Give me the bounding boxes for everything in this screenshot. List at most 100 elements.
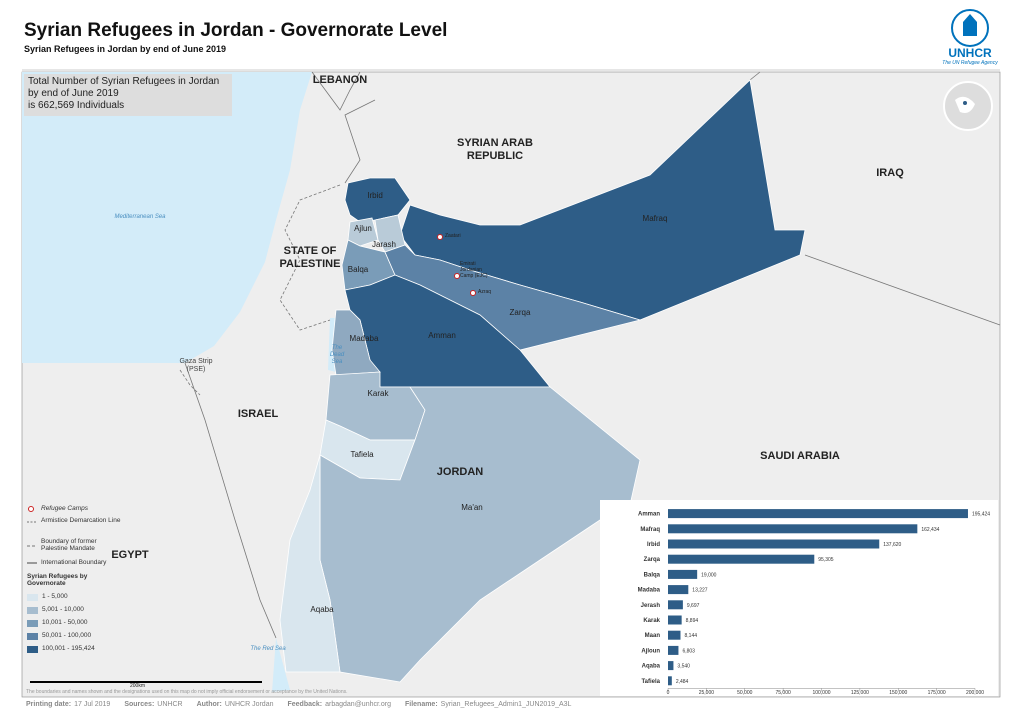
- category-label: Amman: [638, 512, 660, 518]
- armistice-lines: [179, 184, 341, 396]
- country-label: LEBANON: [312, 74, 368, 86]
- bar: [668, 630, 681, 640]
- boundary: [804, 254, 1001, 326]
- legend-item: Refugee Camps: [41, 505, 88, 512]
- legend-symbols: [27, 521, 38, 653]
- legend-class: 1 - 5,000: [42, 593, 68, 600]
- legend-class: 5,001 - 10,000: [42, 606, 84, 613]
- governorate-label: Jarash: [371, 240, 396, 249]
- governorate-label: Mafraq: [642, 214, 668, 223]
- title: Syrian Refugees in Jordan - Governorate …: [24, 20, 448, 41]
- sea: [22, 72, 312, 363]
- country-label: EGYPT: [111, 549, 149, 561]
- category-label: Jerash: [641, 603, 661, 609]
- bar: [668, 676, 672, 686]
- bar: [668, 524, 918, 534]
- category-label: Maan: [645, 633, 661, 639]
- globe-marker: [963, 101, 967, 105]
- legend-item: International Boundary: [41, 559, 107, 566]
- governorate-label: Ajlun: [354, 224, 372, 233]
- info-box: [24, 74, 232, 116]
- armistice-line: [179, 369, 201, 396]
- water-label: The Dead Sea: [329, 345, 345, 365]
- x-tick-label: 150,000: [889, 690, 907, 696]
- value-label: 9,697: [687, 603, 700, 609]
- governorate-label: Balqa: [347, 265, 369, 274]
- country-label: SAUDI ARABIA: [760, 450, 840, 462]
- governorate-label: Madaba: [349, 334, 379, 343]
- logo-name: UNHCR: [948, 46, 992, 60]
- value-label: 6,803: [682, 648, 695, 654]
- footer-value: Syrian_Refugees_Admin1_JUN2019_A3L: [440, 701, 572, 708]
- boundary: [184, 362, 277, 639]
- camp-label: Emirati Jordanian Camp (EJC): [460, 261, 488, 279]
- info-line: Total Number of Syrian Refugees in Jorda…: [28, 76, 220, 87]
- value-label: 195,424: [972, 512, 990, 518]
- governorates: [279, 79, 806, 683]
- camp-icon: [454, 273, 460, 279]
- boundary: [311, 71, 361, 111]
- bar: [668, 615, 682, 625]
- value-label: 162,434: [921, 527, 939, 533]
- x-tick-label: 125,000: [851, 690, 869, 696]
- footer-label: Filename:: [404, 701, 438, 708]
- footer-label: Sources:: [124, 701, 155, 708]
- legend-item: Armistice Demarcation Line: [41, 517, 121, 524]
- bar: [668, 585, 689, 595]
- disclaimer: The boundaries and names shown and the d…: [26, 689, 348, 695]
- camp-icon: [437, 234, 443, 240]
- logo-ring: [951, 9, 989, 47]
- x-tick-label: 0: [667, 690, 670, 696]
- governorate-shape: [279, 454, 341, 673]
- camp-label: Azraq: [478, 289, 492, 295]
- logo-tagline: The UN Refugee Agency: [942, 60, 998, 66]
- boundary: [749, 71, 761, 81]
- footer-label: Feedback:: [287, 701, 323, 708]
- legend-swatch: [27, 620, 38, 627]
- value-label: 8,144: [685, 633, 698, 639]
- governorate-shape: [331, 309, 381, 376]
- value-label: 8,894: [686, 618, 699, 624]
- territory-label: Gaza Strip (PSE): [179, 358, 213, 374]
- category-label: Balqa: [644, 572, 661, 578]
- x-tick-label: 100,000: [812, 690, 830, 696]
- x-tick-label: 75,000: [775, 690, 791, 696]
- bar: [668, 509, 968, 519]
- governorate-label: Zarqa: [509, 308, 531, 317]
- value-label: 2,484: [676, 679, 689, 685]
- info-line: by end of June 2019: [28, 88, 119, 99]
- bar: [668, 645, 679, 655]
- category-label: Madaba: [638, 588, 661, 594]
- country-label: JORDAN: [436, 466, 484, 478]
- legend-title: Syrian Refugees by Governorate: [27, 573, 88, 587]
- camp-icon: [470, 290, 476, 296]
- category-label: Mafraq: [640, 527, 660, 533]
- footer-value: 17 Jul 2019: [74, 701, 111, 708]
- legend-swatch: [27, 633, 38, 640]
- category-label: Tafiela: [641, 679, 660, 685]
- footer-value: UNHCR Jordan: [224, 701, 274, 708]
- governorate-label: Amman: [428, 331, 456, 340]
- value-label: 137,620: [883, 542, 901, 548]
- governorate-label: Irbid: [367, 191, 383, 200]
- bar: [668, 600, 683, 610]
- governorate-label: Karak: [367, 389, 389, 398]
- value-label: 19,000: [701, 572, 717, 578]
- info-line: is 662,569 Individuals: [28, 100, 125, 111]
- legend-item: Boundary of former Palestine Mandate: [41, 538, 97, 552]
- water-label: The Red Sea: [250, 646, 286, 652]
- logo-figure: [963, 14, 977, 36]
- country-label: SYRIAN ARAB REPUBLIC: [457, 137, 533, 162]
- governorate-label: Aqaba: [310, 605, 334, 614]
- x-tick-label: 175,000: [928, 690, 946, 696]
- category-label: Zarqa: [644, 557, 661, 563]
- bar: [668, 569, 698, 579]
- governorate-shape: [347, 217, 379, 247]
- footer-value: arbagdan@unhcr.org: [325, 701, 391, 708]
- governorate-label: Ma'an: [461, 503, 483, 512]
- logo-mark: [951, 9, 989, 47]
- category-label: Irbid: [647, 542, 660, 548]
- boundaries: [184, 71, 1001, 639]
